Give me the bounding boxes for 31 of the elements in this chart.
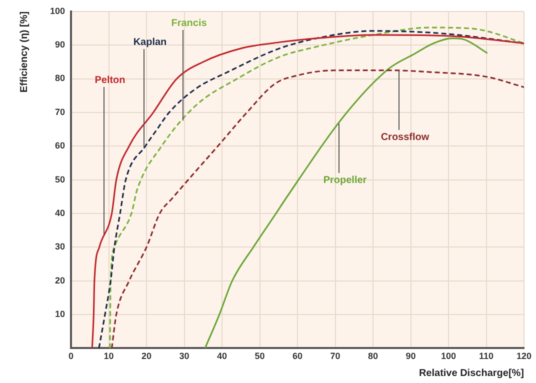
- x-tick-label: 110: [478, 351, 494, 362]
- x-axis-title: Relative Discharge[%]: [418, 368, 524, 379]
- x-tick-label: 30: [179, 351, 190, 362]
- y-tick-label: 30: [55, 242, 66, 252]
- x-tick-label: 40: [217, 351, 228, 362]
- x-tick-label: 10: [104, 351, 114, 362]
- text: Crossflow: [380, 132, 430, 143]
- text: Pelton: [94, 74, 126, 86]
- y-tick-label: 50: [55, 174, 66, 184]
- line-series: [204, 38, 488, 348]
- y-tick-label: 70: [55, 106, 66, 117]
- x-tick-label: 120: [516, 351, 532, 362]
- x-tick-label: 70: [330, 351, 340, 362]
- x-tick-label: 90: [406, 351, 416, 362]
- y-tick-label: 60: [55, 140, 66, 151]
- y-tick-label: 80: [55, 73, 66, 84]
- series-label: Propeller: [323, 174, 367, 186]
- x-tick-label: 60: [292, 351, 303, 362]
- y-tick-label: 10: [55, 309, 66, 320]
- text: Kaplan: [133, 36, 167, 48]
- x-tick-label: 50: [254, 351, 265, 362]
- x-tick-label: 80: [368, 351, 378, 362]
- y-axis-title: Efficiency (η) [%]: [18, 11, 30, 93]
- y-tick-label: 20: [55, 275, 66, 286]
- y-tick-label: 90: [55, 40, 66, 50]
- y-tick-label: 40: [55, 208, 66, 218]
- y-tick-label: 100: [50, 6, 66, 16]
- text: Francis: [171, 18, 208, 29]
- x-tick-label: 20: [142, 351, 152, 362]
- x-tick-label: 100: [440, 351, 456, 362]
- x-tick-label: 0: [68, 351, 74, 362]
